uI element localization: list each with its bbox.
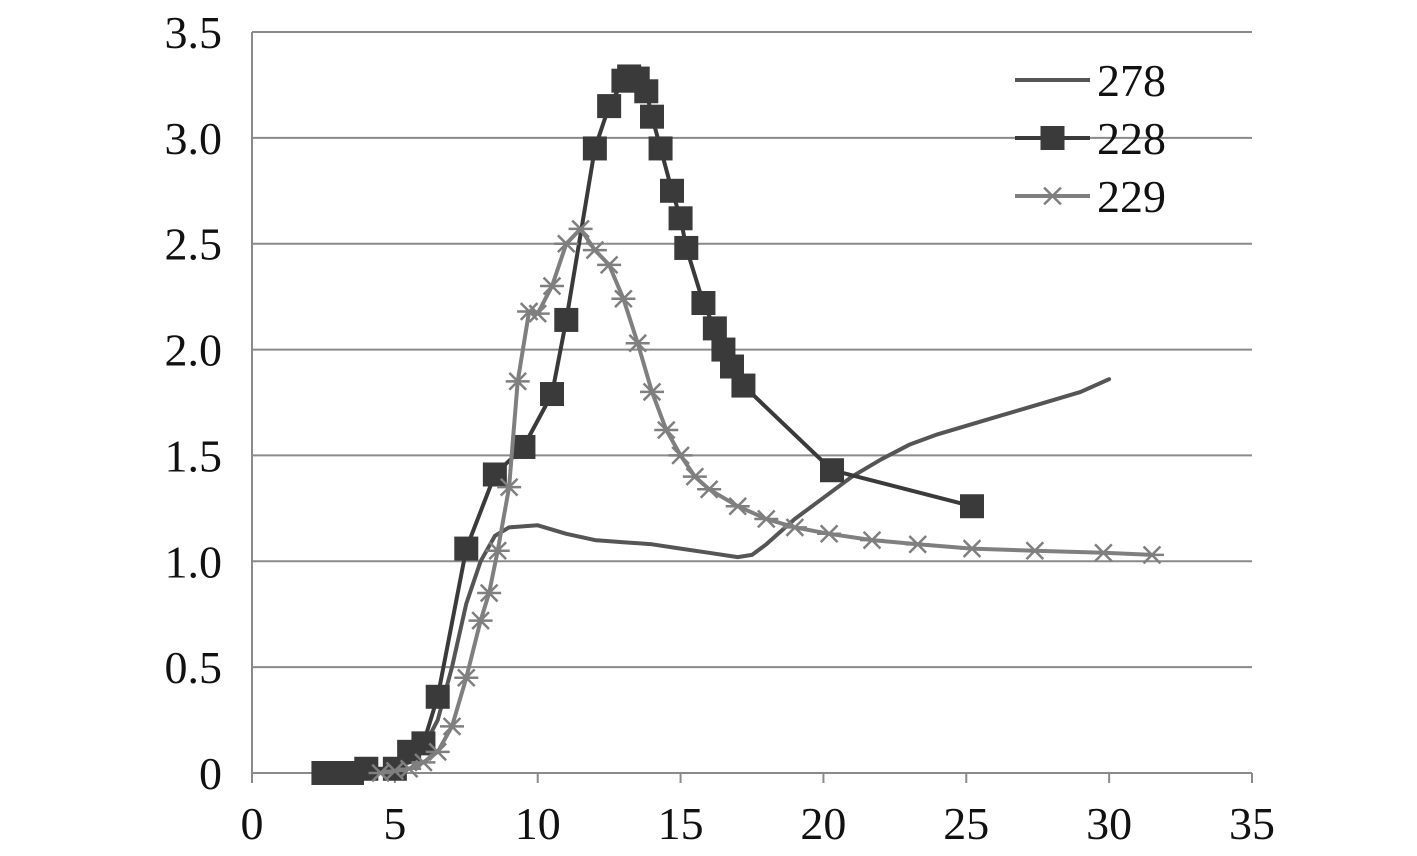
data-point-asterisk [568,219,593,239]
data-point-asterisk [668,446,693,465]
data-point-asterisk [485,541,510,560]
data-point-square [1040,126,1065,150]
y-tick-label: 0 [199,748,222,799]
axes [251,32,1253,783]
data-point-square [582,136,607,161]
data-point-asterisk [754,509,779,529]
y-tick-label: 2.5 [165,219,223,270]
data-point-square [660,178,684,203]
data-point-asterisk [440,717,464,736]
y-tick-label: 1.0 [165,536,223,587]
data-point-asterisk [625,333,650,353]
data-point-square [354,756,379,781]
data-point-asterisk [497,477,522,497]
data-point-asterisk [525,304,550,323]
y-tick-label: 0.5 [165,642,223,693]
data-point-square [648,136,673,161]
data-point-asterisk [454,668,479,688]
series-229 [368,219,1164,783]
y-tick-label: 1.5 [165,430,223,481]
tick-labels: 0 0.5 1.0 1.5 2.0 2.5 3.0 3.5 0 5 10 15 20 25 30 35 [165,7,1276,849]
data-point-asterisk [425,742,450,762]
data-point-asterisk [1140,545,1164,565]
legend-label: 228 [1097,113,1166,164]
data-point-square [634,79,659,104]
x-tick-label: 25 [943,798,989,849]
data-point-square [425,684,450,709]
data-point-asterisk [582,240,607,260]
data-point-square [454,536,479,561]
data-point-square [731,373,756,398]
data-point-square [668,206,693,231]
data-point-asterisk [960,539,984,558]
x-tick-label: 5 [383,798,406,849]
legend: 278 228 229 [1015,55,1166,222]
data-point-square [597,94,622,119]
x-tick-label: 20 [800,798,846,849]
x-tick-label: 0 [241,798,264,849]
data-point-asterisk [611,289,636,309]
data-point-square [640,104,664,129]
series-layer [311,64,1164,785]
data-point-asterisk [725,496,750,516]
data-point-square [540,382,564,407]
data-point-asterisk [905,535,930,554]
series-line-228 [321,74,974,775]
legend-label: 229 [1097,171,1166,222]
data-point-square [674,235,699,260]
data-point-square [554,307,579,332]
data-point-asterisk [1022,541,1047,560]
legend-entry-229: 229 [1015,171,1166,222]
x-tick-label: 15 [658,798,704,849]
data-point-asterisk [554,234,579,253]
series-line-229 [378,226,1154,775]
data-point-asterisk [697,480,722,499]
x-tick-label: 30 [1086,798,1132,849]
data-point-asterisk [817,524,842,544]
legend-label: 278 [1097,55,1166,106]
series-228 [311,64,984,785]
data-point-square [820,458,844,483]
x-tick-label: 35 [1229,798,1275,849]
data-point-square [702,316,727,341]
data-point-asterisk [1091,543,1116,563]
data-point-asterisk [468,611,493,630]
data-point-square [511,434,536,459]
data-point-square [691,290,716,315]
data-point-asterisk [1040,186,1065,206]
data-point-square [960,494,984,519]
data-point-asterisk [540,276,564,296]
data-point-asterisk [860,530,884,550]
x-tick-label: 10 [515,798,561,849]
legend-entry-228: 228 [1015,113,1166,164]
y-tick-label: 3.0 [165,113,223,164]
y-tick-label: 2.0 [165,325,223,376]
data-point-asterisk [640,382,664,402]
data-point-asterisk [477,583,502,603]
data-point-asterisk [411,753,436,772]
legend-entry-278: 278 [1015,55,1166,106]
data-point-asterisk [782,518,807,537]
series-line-278 [321,377,1112,775]
data-point-asterisk [505,372,530,391]
series-278 [321,377,1112,775]
data-point-asterisk [654,420,679,440]
data-point-asterisk [597,255,622,275]
y-tick-label: 3.5 [165,7,223,58]
gridlines [252,31,1252,669]
